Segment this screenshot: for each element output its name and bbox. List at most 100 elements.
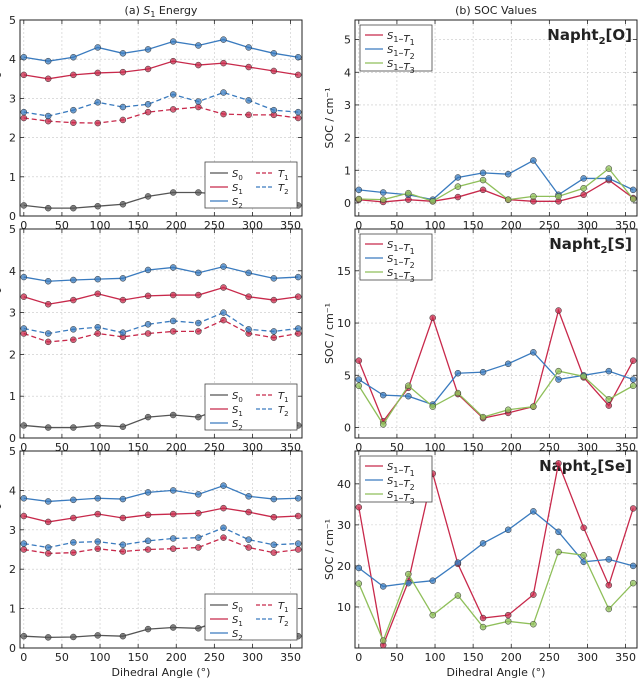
data-point <box>429 314 436 322</box>
data-point <box>605 165 613 172</box>
data-point <box>479 176 487 184</box>
data-point <box>44 204 52 212</box>
y-tick-label: 3 <box>9 524 16 537</box>
data-point <box>580 175 587 182</box>
data-point <box>220 524 227 532</box>
data-point <box>629 376 637 383</box>
data-point <box>530 349 537 356</box>
y-tick-label: 5 <box>344 34 351 47</box>
data-point <box>195 510 202 517</box>
legend-label: T1 <box>278 391 289 404</box>
y-tick-label: 10 <box>337 317 351 330</box>
data-point <box>70 549 77 556</box>
data-point <box>220 263 227 270</box>
chart-title: (a) S1 Energy <box>125 4 198 19</box>
data-point <box>504 196 512 203</box>
axes-frame <box>354 450 638 649</box>
data-point <box>530 508 537 515</box>
data-point <box>504 611 512 619</box>
series-line-S1 <box>23 286 299 305</box>
x-axis-label: Dihedral Angle (°) <box>447 666 546 679</box>
y-tick-label: 5 <box>344 369 351 382</box>
data-point <box>479 540 487 547</box>
data-point <box>169 411 177 419</box>
x-tick-label: 250 <box>539 651 560 664</box>
y-axis-label: Relative Energy of S1 / eV <box>0 479 3 621</box>
data-point <box>629 505 637 512</box>
data-point <box>44 112 52 120</box>
data-point <box>479 623 487 631</box>
x-tick-label: 300 <box>242 651 263 664</box>
y-tick-label: 0 <box>9 432 16 445</box>
series-line-S1-T3 <box>358 370 634 426</box>
data-point <box>294 71 302 79</box>
data-point <box>94 275 101 283</box>
data-point <box>530 403 537 410</box>
data-point <box>270 106 278 114</box>
data-point <box>195 625 202 632</box>
data-point <box>94 119 101 127</box>
data-point <box>270 50 278 57</box>
data-point <box>479 169 487 177</box>
data-point <box>245 293 252 300</box>
data-point <box>504 406 512 414</box>
data-point <box>245 493 252 500</box>
y-tick-label: 0 <box>9 642 16 655</box>
data-point <box>94 99 101 106</box>
legend-label: T1 <box>278 169 289 182</box>
data-point <box>270 549 278 556</box>
data-point <box>169 264 177 271</box>
data-point <box>294 114 302 122</box>
data-point <box>294 546 302 553</box>
data-point <box>195 319 202 327</box>
data-point <box>220 89 227 96</box>
data-point <box>479 614 487 622</box>
legend-label: S1–T1 <box>387 31 415 47</box>
y-axis-label: SOC / cm⁻¹ <box>323 519 336 580</box>
data-point <box>454 183 462 190</box>
y-tick-label: 1 <box>9 171 16 184</box>
legend-label: S1–T1 <box>387 240 415 256</box>
data-point <box>44 550 52 557</box>
data-point <box>429 577 436 584</box>
data-point <box>379 637 387 644</box>
series-line-S1-T2 <box>358 351 634 406</box>
data-point <box>119 514 127 522</box>
data-point <box>44 338 52 346</box>
data-point <box>44 57 52 65</box>
data-point <box>555 367 562 375</box>
data-point <box>119 116 127 124</box>
y-tick-label: 4 <box>9 484 16 497</box>
data-point <box>144 413 152 421</box>
y-tick-label: 4 <box>9 265 16 278</box>
chart-panel-2: 0 50 100 150 200 250 300 350 0 1 2 3 4 5 Relative Ener… <box>0 445 303 679</box>
data-point <box>169 317 177 325</box>
legend-box <box>204 593 298 641</box>
series-line-T1 <box>23 319 299 343</box>
data-point <box>379 391 387 399</box>
data-point <box>294 495 302 502</box>
series-line-S1-T2 <box>358 159 634 201</box>
data-point <box>195 98 202 105</box>
data-point <box>144 330 152 337</box>
data-point <box>94 323 101 331</box>
data-point <box>479 368 487 376</box>
data-point <box>119 632 127 640</box>
data-point <box>44 300 52 308</box>
y-tick-label: 0 <box>344 197 351 210</box>
x-tick-label: 0 <box>355 651 362 664</box>
data-point <box>555 460 562 467</box>
data-point <box>454 369 462 377</box>
legend-box <box>204 161 298 209</box>
data-point <box>379 196 387 203</box>
data-point <box>454 592 462 599</box>
data-point <box>270 296 278 304</box>
data-point <box>144 537 152 545</box>
legend-label: S1–T2 <box>387 45 415 61</box>
panel-annotation: Napht2[Se] <box>539 457 632 478</box>
y-tick-label: 1 <box>9 603 16 616</box>
data-point <box>44 330 52 337</box>
data-point <box>605 402 613 409</box>
data-point <box>70 106 77 114</box>
